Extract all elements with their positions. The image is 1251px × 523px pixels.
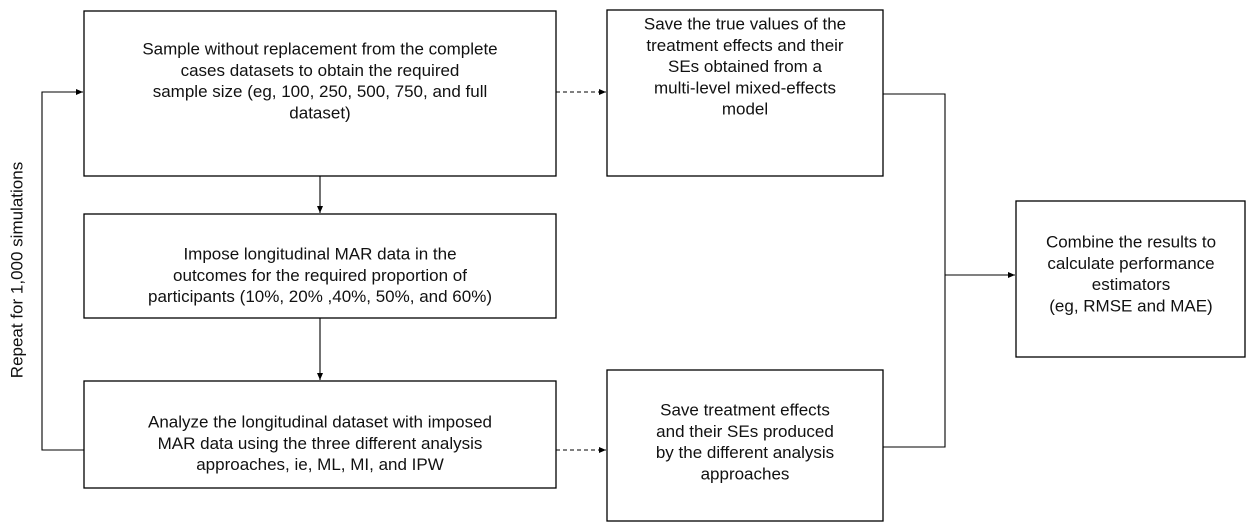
node-label: participants (10%, 20% ,40%, 50%, and 60… bbox=[148, 287, 492, 306]
box bbox=[1015, 200, 1246, 358]
box bbox=[83, 10, 557, 177]
node-label: dataset) bbox=[289, 103, 350, 122]
node-label: outcomes for the required proportion of bbox=[173, 266, 467, 285]
box bbox=[606, 9, 884, 177]
node-label: Save the true values of the bbox=[644, 14, 846, 33]
node-label: Analyze the longitudinal dataset with im… bbox=[148, 412, 492, 431]
node-label: Sample without replacement from the comp… bbox=[142, 39, 497, 58]
connectors bbox=[41, 89, 1015, 453]
node-label: treatment effects and their bbox=[646, 36, 844, 55]
node-label: multi-level mixed-effects bbox=[654, 78, 836, 97]
node-label: (eg, RMSE and MAE) bbox=[1049, 296, 1212, 315]
node-label: approaches, ie, ML, MI, and IPW bbox=[196, 455, 444, 474]
node-label: MAR data using the three different analy… bbox=[158, 434, 483, 453]
node-label: estimators bbox=[1092, 275, 1170, 294]
box bbox=[606, 369, 884, 522]
node-label: calculate performance bbox=[1047, 254, 1214, 273]
node-label: Impose longitudinal MAR data in the bbox=[183, 244, 456, 263]
node-label: model bbox=[722, 100, 768, 119]
loop-arrow bbox=[41, 89, 84, 451]
labels: Sample without replacement from the comp… bbox=[142, 14, 1216, 483]
node-label: and their SEs produced bbox=[656, 422, 834, 441]
box bbox=[83, 380, 557, 489]
node-label: cases datasets to obtain the required bbox=[181, 61, 460, 80]
node-label: sample size (eg, 100, 250, 500, 750, and… bbox=[153, 82, 488, 101]
node-label: Save treatment effects bbox=[660, 400, 830, 419]
merge-line bbox=[883, 93, 946, 448]
node-label: SEs obtained from a bbox=[668, 57, 823, 76]
box bbox=[83, 213, 557, 319]
node-label: approaches bbox=[701, 464, 790, 483]
node-label: Combine the results to bbox=[1046, 232, 1216, 251]
node-label: by the different analysis bbox=[656, 443, 834, 462]
loop-label: Repeat for 1,000 simulations bbox=[7, 162, 26, 378]
